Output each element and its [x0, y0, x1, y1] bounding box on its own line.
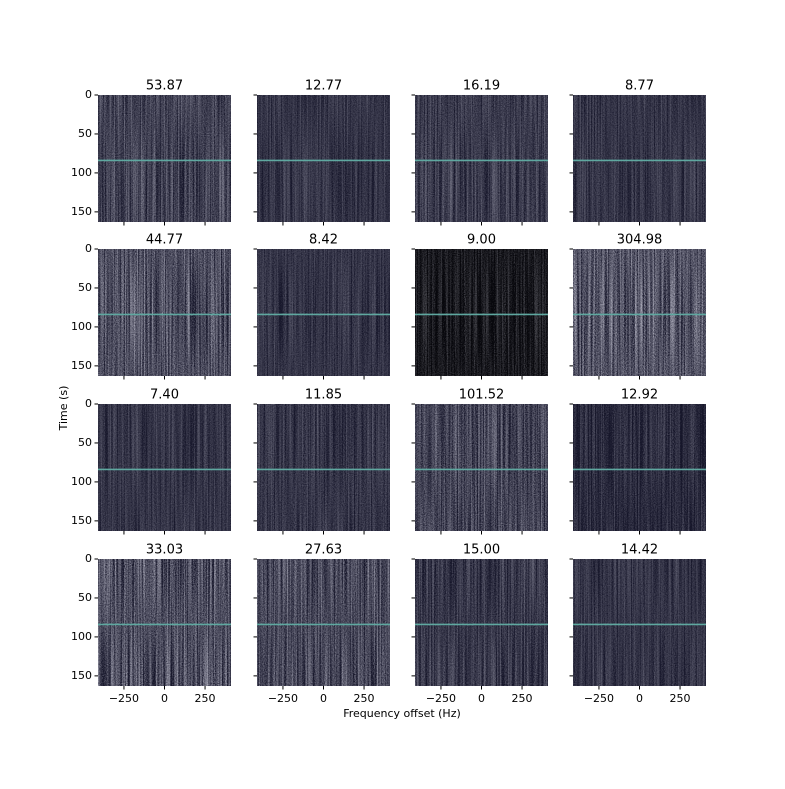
y-tick-label: 0	[85, 242, 92, 255]
panel-title: 15.00	[463, 543, 500, 558]
x-tick-label: −250	[584, 692, 614, 705]
x-tick-label: 0	[320, 692, 327, 705]
y-tick-label: 150	[71, 669, 92, 682]
spectrogram-texture	[415, 559, 548, 686]
spectrogram-texture	[573, 559, 706, 686]
spectrogram-texture	[415, 249, 548, 376]
y-tick-label: 0	[85, 552, 92, 565]
y-tick-label: 50	[78, 281, 92, 294]
y-tick-label: 0	[85, 397, 92, 410]
panel-title: 101.52	[459, 388, 505, 403]
x-tick-label: −250	[426, 692, 456, 705]
x-tick-label: −250	[109, 692, 139, 705]
x-tick-label: 250	[512, 692, 533, 705]
x-axis-label: Frequency offset (Hz)	[343, 707, 461, 720]
y-tick-label: 50	[78, 127, 92, 140]
panel-title: 304.98	[617, 233, 663, 248]
spectrogram-texture	[415, 95, 548, 222]
panel-title: 14.42	[621, 543, 658, 558]
y-tick-label: 50	[78, 436, 92, 449]
spectrogram-texture	[573, 95, 706, 222]
spectrogram-texture	[98, 249, 231, 376]
panel-title: 53.87	[146, 79, 183, 94]
spectrogram-texture	[415, 404, 548, 531]
panel-title: 44.77	[146, 233, 183, 248]
y-tick-label: 100	[71, 320, 92, 333]
spectrogram-texture	[573, 249, 706, 376]
panel-title: 12.77	[305, 79, 342, 94]
y-axis-label: Time (s)	[57, 386, 70, 432]
spectrogram-texture	[573, 404, 706, 531]
x-tick-label: 0	[161, 692, 168, 705]
spectrogram-texture	[257, 404, 390, 531]
y-tick-label: 100	[71, 475, 92, 488]
spectrogram-texture	[98, 559, 231, 686]
x-tick-label: −250	[268, 692, 298, 705]
y-tick-label: 150	[71, 359, 92, 372]
panel-title: 11.85	[305, 388, 342, 403]
y-tick-label: 100	[71, 630, 92, 643]
spectrogram-texture	[257, 249, 390, 376]
y-tick-label: 0	[85, 88, 92, 101]
x-tick-label: 0	[478, 692, 485, 705]
panel-title: 7.40	[150, 388, 179, 403]
x-tick-label: 250	[195, 692, 216, 705]
spectrogram-texture	[98, 404, 231, 531]
y-tick-label: 150	[71, 205, 92, 218]
panel-title: 16.19	[463, 79, 500, 94]
y-tick-label: 150	[71, 514, 92, 527]
x-tick-label: 250	[670, 692, 691, 705]
spectrogram-texture	[98, 95, 231, 222]
y-tick-label: 50	[78, 591, 92, 604]
spectrogram-texture	[257, 95, 390, 222]
spectrogram-texture	[257, 559, 390, 686]
panel-title: 27.63	[305, 543, 342, 558]
panel-title: 33.03	[146, 543, 183, 558]
x-tick-label: 0	[636, 692, 643, 705]
panel-title: 8.77	[625, 79, 654, 94]
panel-title: 9.00	[467, 233, 496, 248]
x-tick-label: 250	[354, 692, 375, 705]
panel-title: 8.42	[309, 233, 338, 248]
panel-title: 12.92	[621, 388, 658, 403]
y-tick-label: 100	[71, 166, 92, 179]
